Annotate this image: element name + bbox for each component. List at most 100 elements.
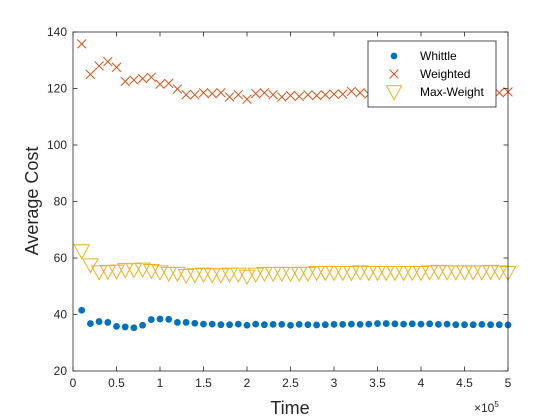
data-point xyxy=(329,89,339,99)
data-point xyxy=(487,321,494,329)
data-point xyxy=(294,91,304,102)
data-point xyxy=(182,319,190,326)
data-point xyxy=(172,84,183,94)
data-point xyxy=(290,266,308,283)
data-point xyxy=(469,321,477,329)
y-tick-label: 60 xyxy=(54,251,68,265)
data-point xyxy=(85,69,96,80)
data-point xyxy=(146,72,157,82)
data-point xyxy=(174,319,181,326)
data-point xyxy=(478,320,486,328)
data-point xyxy=(495,321,503,329)
x-axis-multiplier-base: ×10 xyxy=(474,401,495,415)
data-point xyxy=(321,321,329,329)
data-point xyxy=(226,321,234,329)
data-point xyxy=(234,320,242,328)
data-point xyxy=(269,320,277,328)
data-point xyxy=(139,321,147,329)
data-point xyxy=(452,321,460,329)
data-point xyxy=(365,320,373,328)
data-point xyxy=(391,320,399,328)
data-point xyxy=(250,88,261,99)
data-point xyxy=(311,90,322,101)
data-point xyxy=(287,321,294,329)
data-point xyxy=(247,267,265,284)
data-point xyxy=(417,320,425,328)
data-point xyxy=(121,323,129,331)
y-tick-label: 120 xyxy=(47,82,67,96)
data-point xyxy=(186,268,204,284)
data-point xyxy=(374,320,381,327)
data-point xyxy=(278,320,286,328)
data-point xyxy=(348,320,355,328)
data-point xyxy=(103,56,113,67)
data-point xyxy=(129,75,139,85)
data-point xyxy=(464,265,482,281)
data-point xyxy=(203,268,221,284)
data-point xyxy=(116,263,134,279)
data-point xyxy=(303,89,313,100)
data-point xyxy=(273,266,291,283)
legend-label-max-weight: Max-Weight xyxy=(420,85,484,99)
data-point xyxy=(95,318,103,325)
data-point xyxy=(490,265,508,281)
data-point xyxy=(104,319,112,326)
legend-marker xyxy=(385,85,403,101)
data-point xyxy=(320,89,331,100)
data-point xyxy=(443,320,451,328)
data-point xyxy=(264,266,282,283)
data-point xyxy=(113,322,120,330)
data-point xyxy=(221,267,239,284)
data-point xyxy=(242,94,252,104)
legend: Whittle Weighted Max-Weight xyxy=(367,40,497,108)
data-point xyxy=(421,265,439,281)
data-point xyxy=(156,315,164,323)
data-point xyxy=(268,89,278,100)
data-point xyxy=(111,62,122,73)
y-tick-label: 80 xyxy=(54,195,68,209)
data-point xyxy=(351,265,369,281)
data-point xyxy=(198,87,209,98)
data-point xyxy=(120,76,130,87)
series-max-weight xyxy=(73,244,517,285)
data-point xyxy=(356,320,364,328)
data-point xyxy=(295,320,303,328)
data-point xyxy=(233,89,244,100)
data-point xyxy=(429,264,447,281)
data-point xyxy=(456,265,473,281)
data-point xyxy=(330,320,338,328)
y-tick-label: 100 xyxy=(47,138,67,152)
data-point xyxy=(395,265,413,282)
x-axis-title: Time xyxy=(270,398,309,418)
data-point xyxy=(108,264,125,280)
legend-label-weighted: Weighted xyxy=(420,67,470,81)
data-point xyxy=(346,86,357,97)
data-point xyxy=(99,264,117,281)
data-point xyxy=(155,79,165,90)
axis-layer: 0 0.5 1 1.5 2 2.5 3 3.5 4 4.5 5 20 40 60 80 100 120 140 xyxy=(47,25,512,390)
data-point xyxy=(73,244,91,260)
data-point xyxy=(299,266,317,283)
data-point xyxy=(94,61,104,71)
data-point xyxy=(277,92,287,102)
data-point xyxy=(316,265,334,282)
data-point xyxy=(130,324,138,332)
data-point xyxy=(325,265,343,282)
data-point xyxy=(360,265,378,282)
data-point xyxy=(412,265,430,282)
data-point xyxy=(461,321,468,329)
data-point xyxy=(403,265,421,282)
data-point xyxy=(482,264,500,281)
data-point xyxy=(160,266,178,283)
legend-marker xyxy=(390,52,398,60)
legend-box xyxy=(367,40,497,108)
y-tick-label: 40 xyxy=(54,308,68,322)
data-point xyxy=(216,87,226,98)
data-point xyxy=(339,320,347,328)
data-point xyxy=(377,265,395,282)
data-point xyxy=(165,315,173,323)
y-tick-label: 20 xyxy=(54,364,68,378)
data-point xyxy=(382,320,390,327)
